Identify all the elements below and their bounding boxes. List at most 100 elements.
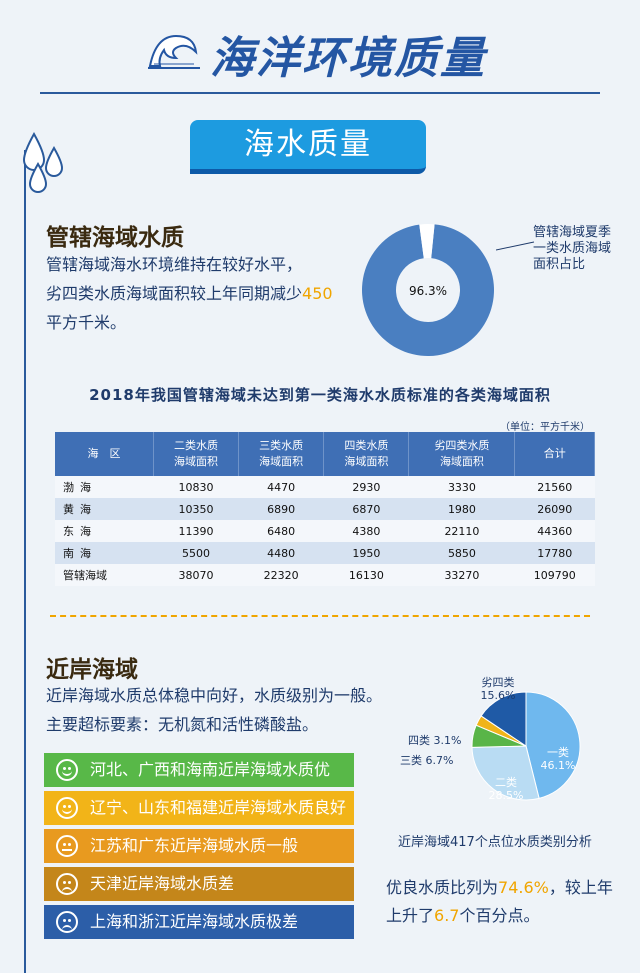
- table-header-cell: 四类水质 海域面积: [323, 432, 410, 476]
- coastal-heading: 近岸海域: [46, 657, 138, 683]
- table-row: 管辖海域 38070 22320 16130 33270 109790: [55, 564, 595, 586]
- wave-logo-icon: [148, 34, 200, 69]
- coastal-line-1: 近岸海域水质总体稳中向好，水质级别为一般。: [46, 686, 383, 705]
- table-cell-region: 东海: [55, 520, 154, 542]
- table-cell-value: 16130: [323, 564, 409, 586]
- table-cell-region: 南海: [55, 542, 154, 564]
- table-header-row: 海 区二类水质 海域面积 三类水质 海域面积 四类水质 海域面积 劣四类水质 海域面积 合计: [55, 432, 595, 476]
- jurisdiction-line-2: 劣四类水质海域面积较上年同期减少450: [46, 279, 376, 308]
- neutral-face-icon: [56, 835, 78, 857]
- table-cell-value: 21560: [514, 476, 595, 498]
- table-header-cell: 劣四类水质 海域面积: [408, 432, 516, 476]
- summary-text-3: 个百分点。: [459, 906, 540, 925]
- pie-slice: [471, 745, 540, 801]
- section-banner: 海水质量: [190, 120, 426, 174]
- table-cell-region: 管辖海域: [55, 564, 154, 586]
- table-cell-value: 44360: [514, 520, 595, 542]
- timeline-line: [24, 150, 26, 973]
- donut-center-label: 96.3%: [409, 284, 447, 298]
- table-cell-value: 10350: [153, 498, 239, 520]
- donut-annotation: 管辖海域夏季一类水质海域面积占比: [533, 225, 612, 272]
- table-unit: （单位：平方千米）: [500, 422, 590, 433]
- table-cell-value: 1950: [323, 542, 409, 564]
- water-drops-icon: [22, 131, 64, 193]
- table-cell-value: 5500: [153, 542, 239, 564]
- table-cell-value: 109790: [514, 564, 595, 586]
- quality-bar-label: 天津近岸海域水质差: [90, 874, 235, 893]
- table-cell-value: 26090: [514, 498, 595, 520]
- coastal-pie-chart: 一类 46.1% 二类 28.5% 三类 6.7% 四类 3.1% 劣四类 15.6%: [400, 675, 581, 802]
- table-header-cell: 三类水质 海域面积: [238, 432, 325, 476]
- donut-slice: [362, 224, 494, 356]
- coastal-summary: 优良水质比列为74.6%，较上年上升了6.7个百分点。: [386, 874, 626, 930]
- quality-bar-label: 辽宁、山东和福建近岸海域水质良好: [90, 798, 347, 817]
- table-cell-value: 1980: [408, 498, 515, 520]
- donut-leader-line: [496, 241, 535, 251]
- table-cell-value: 4380: [323, 520, 409, 542]
- table-cell-value: 38070: [153, 564, 239, 586]
- pie-label: 四类 3.1%: [408, 733, 461, 747]
- happy-face-icon: [56, 797, 78, 819]
- table-cell-value: 3330: [408, 476, 515, 498]
- coastal-text: 近岸海域水质总体稳中向好，水质级别为一般。 主要超标要素：无机氮和活性磷酸盐。: [46, 681, 406, 739]
- table-cell-value: 6480: [238, 520, 324, 542]
- table-body: 渤海 10830 4470 2930 3330 21560 黄海 10350 6890 6870 1…: [55, 476, 595, 586]
- table-header-cell: 海 区: [55, 432, 154, 476]
- sad-face-icon: [56, 911, 78, 933]
- table-cell-region: 渤海: [55, 476, 154, 498]
- quality-bar: 辽宁、山东和福建近岸海域水质良好: [44, 791, 354, 825]
- jurisdiction-text: 管辖海域海水环境维持在较好水平， 劣四类水质海域面积较上年同期减少450 平方千…: [46, 250, 376, 337]
- pie-label: 二类 28.5%: [489, 775, 524, 802]
- page-title: 海洋环境质量: [210, 33, 486, 84]
- table-cell-value: 22320: [238, 564, 324, 586]
- pie-slice: [480, 691, 527, 747]
- table-cell-value: 17780: [514, 542, 595, 564]
- sad-face-icon: [56, 873, 78, 895]
- summary-text-2: ，较上年上升了: [386, 878, 613, 925]
- quality-bar: 上海和浙江近岸海域水质极差: [44, 905, 354, 939]
- jurisdiction-line-3: 平方千米。: [46, 313, 127, 332]
- happy-face-icon: [56, 759, 78, 781]
- header-divider: [40, 92, 600, 94]
- table-cell-value: 4480: [238, 542, 324, 564]
- pie-label: 一类 46.1%: [541, 745, 576, 772]
- jurisdiction-line-2-text: 劣四类水质海域面积较上年同期减少: [46, 284, 303, 303]
- table-cell-value: 2930: [323, 476, 409, 498]
- table-row: 黄海 10350 6890 6870 1980 26090: [55, 498, 595, 520]
- table-cell-value: 33270: [408, 564, 515, 586]
- section-divider: [50, 615, 590, 617]
- quality-bar-label: 河北、广西和海南近岸海域水质优: [90, 760, 331, 779]
- table-row: 渤海 10830 4470 2930 3330 21560: [55, 476, 595, 498]
- pie-label: 三类 6.7%: [400, 753, 453, 767]
- table-header-cell: 二类水质 海域面积: [153, 432, 240, 476]
- table-title: 2018年我国管辖海域未达到第一类海水水质标准的各类海域面积: [89, 386, 551, 404]
- quality-bar: 天津近岸海域水质差: [44, 867, 354, 901]
- table-header-cell: 合计: [514, 432, 595, 476]
- reduction-value: 450: [302, 284, 333, 303]
- summary-increase: 6.7: [434, 906, 460, 925]
- quality-bar-label: 江苏和广东近岸海域水质一般: [90, 836, 299, 855]
- table-row: 南海 5500 4480 1950 5850 17780: [55, 542, 595, 564]
- jurisdiction-heading: 管辖海域水质: [46, 225, 184, 251]
- summary-text-1: 优良水质比列为: [386, 878, 499, 897]
- coastal-line-2: 主要超标要素：无机氮和活性磷酸盐。: [46, 715, 319, 734]
- table-cell-value: 10830: [153, 476, 239, 498]
- table-cell-value: 4470: [238, 476, 324, 498]
- jurisdiction-line-1: 管辖海域海水环境维持在较好水平，: [46, 255, 303, 274]
- donut-slice: [419, 224, 435, 259]
- quality-bar-label: 上海和浙江近岸海域水质极差: [90, 912, 299, 931]
- table-row: 东海 11390 6480 4380 22110 44360: [55, 520, 595, 542]
- coastal-pie-caption: 近岸海域417个点位水质类别分析: [398, 835, 592, 850]
- quality-bar: 江苏和广东近岸海域水质一般: [44, 829, 354, 863]
- table-cell-value: 6890: [238, 498, 324, 520]
- pie-label: 劣四类 15.6%: [481, 675, 516, 702]
- table-cell-region: 黄海: [55, 498, 154, 520]
- donut-chart: 96.3%: [362, 224, 494, 356]
- pie-slice: [525, 691, 581, 799]
- table-cell-value: 22110: [408, 520, 515, 542]
- table-cell-value: 6870: [323, 498, 409, 520]
- quality-bar: 河北、广西和海南近岸海域水质优: [44, 753, 354, 787]
- area-table: 海 区二类水质 海域面积 三类水质 海域面积 四类水质 海域面积 劣四类水质 海域面积 合计 渤…: [55, 432, 595, 586]
- table-cell-value: 11390: [153, 520, 239, 542]
- summary-ratio: 74.6%: [498, 878, 549, 897]
